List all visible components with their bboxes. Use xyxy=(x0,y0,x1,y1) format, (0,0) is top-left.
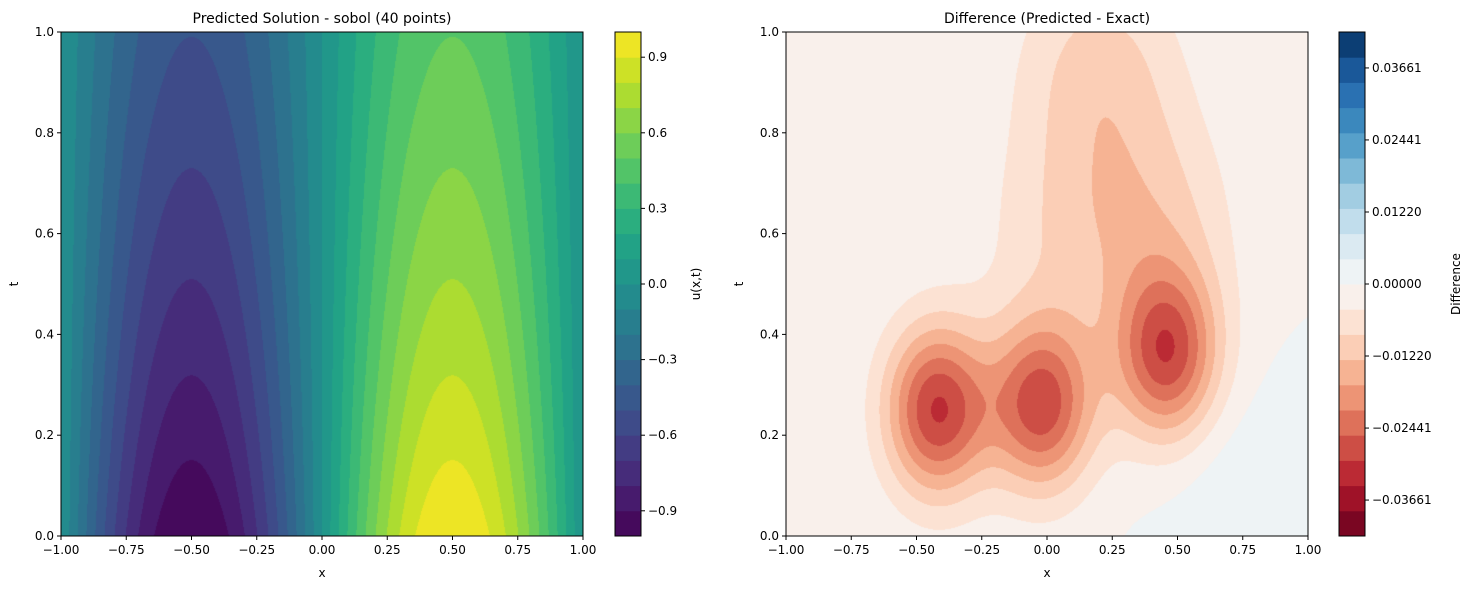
colorbar-level xyxy=(1339,460,1365,487)
colorbar: −0.9 −0.6 −0.3 0.0 0.3 0.6 0.9 u(x,t) xyxy=(614,31,703,537)
colorbar-level xyxy=(615,208,641,235)
colorbar-level xyxy=(615,309,641,335)
y-tick-label: 0.0 xyxy=(35,529,54,543)
colorbar-level xyxy=(1339,309,1365,335)
x-tick-label: 0.50 xyxy=(439,543,466,557)
y-tick-label: 0.2 xyxy=(760,428,779,442)
colorbar-level xyxy=(1339,485,1365,512)
y-tick-label: 0.8 xyxy=(35,126,54,140)
colorbar-level xyxy=(1339,334,1365,361)
colorbar-tick-label: 0.0 xyxy=(648,277,667,291)
colorbar-tick-label: 0.9 xyxy=(648,50,667,64)
x-tick-label: 0.25 xyxy=(374,543,401,557)
colorbar-tick-label: −0.9 xyxy=(648,504,677,518)
x-tick-label: 0.50 xyxy=(1164,543,1191,557)
colorbar-tick-label: −0.02441 xyxy=(1372,421,1432,435)
colorbar-label: Difference xyxy=(1449,253,1463,315)
colorbar-level xyxy=(615,233,641,260)
colorbar-level xyxy=(1339,208,1365,235)
colorbar-level xyxy=(1339,384,1365,411)
y-tick-label: 0.6 xyxy=(760,227,779,241)
predicted-solution-panel: Predicted Solution - sobol (40 points) −1… xyxy=(7,11,703,580)
colorbar-label: u(x,t) xyxy=(689,268,703,301)
x-tick-label: −0.25 xyxy=(238,543,275,557)
colorbar-level xyxy=(615,510,641,537)
x-tick-label: 1.00 xyxy=(570,543,597,557)
colorbar-level xyxy=(615,158,641,184)
colorbar-level xyxy=(1339,183,1365,209)
difference-panel: Difference (Predicted - Exact) −1.00 −0.75… xyxy=(732,11,1463,580)
chart-title: Predicted Solution - sobol (40 points) xyxy=(193,11,452,27)
colorbar-level xyxy=(1339,359,1365,386)
colorbar-level xyxy=(615,57,641,83)
colorbar-level xyxy=(1339,107,1365,134)
colorbar-level xyxy=(615,32,641,58)
colorbar-tick-label: 0.01220 xyxy=(1372,205,1422,219)
colorbar-tick-label: 0.3 xyxy=(648,201,667,215)
colorbar-tick-label: −0.01220 xyxy=(1372,349,1432,363)
x-tick-label: 0.25 xyxy=(1099,543,1126,557)
colorbar-level xyxy=(1339,410,1365,436)
colorbar-level xyxy=(615,284,641,310)
colorbar: −0.03661 −0.02441 −0.01220 0.00000 0.01220 0.… xyxy=(1338,31,1463,537)
colorbar-level xyxy=(615,485,641,512)
colorbar-level xyxy=(615,460,641,487)
colorbar-tick-label: −0.6 xyxy=(648,428,677,442)
colorbar-level xyxy=(615,132,641,159)
x-tick-label: −0.75 xyxy=(108,543,145,557)
colorbar-level xyxy=(1339,510,1365,537)
colorbar-level xyxy=(615,384,641,411)
x-tick-label: −0.75 xyxy=(833,543,870,557)
y-tick-label: 0.2 xyxy=(35,428,54,442)
colorbar-level xyxy=(615,410,641,436)
y-axis-label: t xyxy=(7,281,21,286)
colorbar-tick-label: 0.00000 xyxy=(1372,277,1422,291)
y-tick-label: 0.6 xyxy=(35,227,54,241)
x-tick-label: −0.25 xyxy=(963,543,1000,557)
colorbar-tick-label: −0.03661 xyxy=(1372,493,1432,507)
colorbar-level xyxy=(615,334,641,361)
x-tick-label: 0.00 xyxy=(309,543,336,557)
colorbar-level xyxy=(615,82,641,109)
colorbar-level xyxy=(1339,435,1365,461)
x-tick-label: −1.00 xyxy=(768,543,805,557)
y-tick-label: 1.0 xyxy=(760,25,779,39)
contour-field xyxy=(61,32,583,536)
colorbar-tick-label: 0.6 xyxy=(648,126,667,140)
colorbar-level xyxy=(1339,32,1365,58)
x-tick-label: 0.75 xyxy=(1229,543,1256,557)
x-tick-label: −0.50 xyxy=(898,543,935,557)
x-tick-label: 1.00 xyxy=(1295,543,1322,557)
x-axis-label: x xyxy=(318,566,325,580)
colorbar-level xyxy=(1339,132,1365,159)
colorbar-level xyxy=(615,359,641,386)
colorbar-level xyxy=(615,258,641,285)
colorbar-tick-label: 0.03661 xyxy=(1372,61,1422,75)
colorbar-tick-label: 0.02441 xyxy=(1372,133,1422,147)
y-tick-label: 1.0 xyxy=(35,25,54,39)
colorbar-tick-label: −0.3 xyxy=(648,353,677,367)
y-tick-label: 0.4 xyxy=(760,327,779,341)
y-axis-label: t xyxy=(732,281,746,286)
colorbar-level xyxy=(1339,158,1365,184)
colorbar-level xyxy=(1339,258,1365,285)
x-tick-label: 0.75 xyxy=(504,543,531,557)
colorbar-level xyxy=(615,107,641,134)
colorbar-level xyxy=(1339,284,1365,310)
contour-field xyxy=(786,32,1308,536)
colorbar-level xyxy=(1339,82,1365,109)
x-tick-label: 0.00 xyxy=(1034,543,1061,557)
colorbar-level xyxy=(615,183,641,209)
colorbar-level xyxy=(1339,57,1365,83)
y-tick-label: 0.0 xyxy=(760,529,779,543)
chart-title: Difference (Predicted - Exact) xyxy=(944,11,1150,27)
x-tick-label: −1.00 xyxy=(43,543,80,557)
colorbar-level xyxy=(1339,233,1365,260)
x-tick-label: −0.50 xyxy=(173,543,210,557)
colorbar-level xyxy=(615,435,641,461)
x-axis-label: x xyxy=(1043,566,1050,580)
y-tick-label: 0.4 xyxy=(35,327,54,341)
y-tick-label: 0.8 xyxy=(760,126,779,140)
